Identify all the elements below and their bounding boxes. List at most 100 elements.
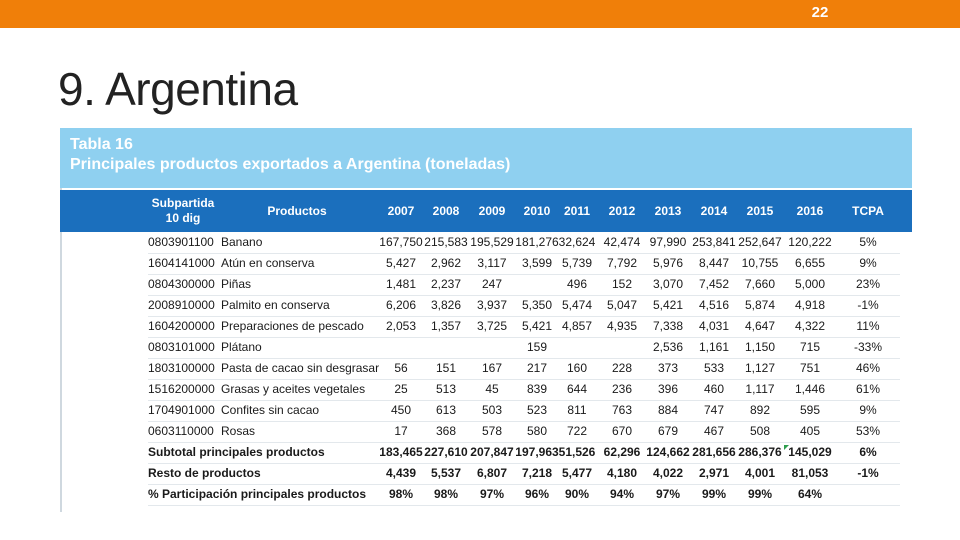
row-value: 839 xyxy=(526,382,548,396)
row-tcpa: 23% xyxy=(855,277,881,291)
summary-value: 99% xyxy=(747,487,773,501)
row-value: 32,624 xyxy=(558,235,596,249)
summary-value: 5,537 xyxy=(430,466,462,480)
row-value: 228 xyxy=(611,361,633,375)
table-row: 1604200000 Preparaciones de pescado 2,05… xyxy=(148,316,900,338)
row-value: 722 xyxy=(566,424,588,438)
header-year: 2011 xyxy=(563,203,591,218)
row-value: 578 xyxy=(481,424,503,438)
row-value: 45 xyxy=(485,382,499,396)
table-row: 0804300000 Piñas 1,481 2,237 247 496 152… xyxy=(148,274,900,296)
row-value: 751 xyxy=(799,361,821,375)
summary-value: 64% xyxy=(797,487,823,501)
row-code: 0603110000 xyxy=(148,424,214,438)
row-value: 595 xyxy=(799,403,821,417)
summary-value: 81,053 xyxy=(791,466,829,480)
row-value: 467 xyxy=(703,424,725,438)
header-subpartida: Subpartida 10 dig xyxy=(148,190,218,232)
header-year: 2014 xyxy=(700,203,728,218)
row-value: 892 xyxy=(749,403,771,417)
row-product: Banano xyxy=(221,235,263,249)
row-value: 7,452 xyxy=(698,277,730,291)
row-value: 450 xyxy=(390,403,412,417)
row-value: 5,047 xyxy=(606,298,638,312)
row-tcpa: 61% xyxy=(855,382,881,396)
row-value: 56 xyxy=(394,361,408,375)
row-value xyxy=(466,337,518,358)
row-value: 181,276 xyxy=(515,235,559,249)
row-value: 3,826 xyxy=(430,298,462,312)
row-value: 533 xyxy=(703,361,725,375)
row-value: 151 xyxy=(435,361,457,375)
row-value: 120,222 xyxy=(788,235,832,249)
row-value: 3,599 xyxy=(521,256,553,270)
table-row: 1604141000 Atún en conserva 5,427 2,962 … xyxy=(148,253,900,275)
header-year: 2012 xyxy=(608,203,636,218)
row-value: 167 xyxy=(481,361,503,375)
summary-tcpa xyxy=(840,484,896,505)
row-tcpa: 9% xyxy=(859,403,877,417)
row-value: 4,516 xyxy=(698,298,730,312)
row-value: 252,647 xyxy=(738,235,782,249)
row-product: Piñas xyxy=(221,277,252,291)
table-caption-bar: Tabla 16 Principales productos exportado… xyxy=(60,128,912,188)
summary-row-resto: Resto de productos 4,439 5,537 6,807 7,2… xyxy=(148,463,900,485)
header-productos: Productos xyxy=(267,203,327,218)
row-value: 5,474 xyxy=(561,298,593,312)
row-value: 5,350 xyxy=(521,298,553,312)
header-tcpa: TCPA xyxy=(852,203,884,218)
row-value: 1,127 xyxy=(744,361,776,375)
table-row: 0803901100 Banano 167,750 215,583 195,52… xyxy=(148,232,900,254)
row-value: 1,150 xyxy=(744,340,776,354)
summary-value: 94% xyxy=(609,487,635,501)
row-product: Pasta de cacao sin desgrasar xyxy=(221,361,380,375)
row-value: 4,031 xyxy=(698,319,730,333)
panel-edge xyxy=(60,188,62,512)
slide-title: 9. Argentina xyxy=(58,63,298,115)
row-value: 217 xyxy=(526,361,548,375)
row-value: 159 xyxy=(526,340,548,354)
green-corner-triangle-icon xyxy=(784,445,789,450)
row-value: 4,857 xyxy=(561,319,593,333)
row-value: 3,117 xyxy=(477,256,507,270)
row-value: 405 xyxy=(799,424,821,438)
summary-row-subtotal: Subtotal principales productos 183,465 2… xyxy=(148,442,900,464)
table-title: Principales productos exportados a Argen… xyxy=(70,156,511,173)
header-subpartida-line1: Subpartida xyxy=(151,196,215,210)
summary-value: 98% xyxy=(433,487,459,501)
table-row: 0803101000 Plátano 159 2,536 1,161 1,150… xyxy=(148,337,900,359)
row-value: 503 xyxy=(481,403,503,417)
row-value: 1,357 xyxy=(430,319,462,333)
row-product: Palmito en conserva xyxy=(221,298,330,312)
row-value: 2,536 xyxy=(652,340,684,354)
summary-row-participacion: % Participación principales productos 98… xyxy=(148,484,900,506)
table-row: 1704901000 Confites sin cacao 450 613 50… xyxy=(148,400,900,422)
row-value: 4,322 xyxy=(794,319,826,333)
row-value: 247 xyxy=(481,277,503,291)
row-value: 5,000 xyxy=(794,277,826,291)
row-value: 5,874 xyxy=(744,298,776,312)
table-image-panel: Tabla 16 Principales productos exportado… xyxy=(60,128,912,512)
row-value: 644 xyxy=(566,382,588,396)
summary-value: 197,963 xyxy=(515,445,559,459)
row-tcpa: 53% xyxy=(855,424,881,438)
row-value: 7,792 xyxy=(606,256,638,270)
row-value: 2,962 xyxy=(430,256,462,270)
row-value: 152 xyxy=(611,277,633,291)
row-tcpa: 11% xyxy=(856,319,880,333)
summary-value: 6,807 xyxy=(476,466,508,480)
row-code: 1516200000 xyxy=(148,382,215,396)
row-value: 42,474 xyxy=(603,235,641,249)
row-value: 5,421 xyxy=(652,298,684,312)
row-value: 167,750 xyxy=(379,235,423,249)
row-value xyxy=(555,337,599,358)
summary-value: 98% xyxy=(388,487,414,501)
row-value xyxy=(376,337,426,358)
row-value: 8,447 xyxy=(698,256,730,270)
row-product: Preparaciones de pescado xyxy=(221,319,364,333)
row-value: 2,237 xyxy=(430,277,462,291)
summary-tcpa: 6% xyxy=(859,445,877,459)
row-value: 1,161 xyxy=(698,340,730,354)
row-value: 513 xyxy=(435,382,457,396)
row-value xyxy=(423,337,469,358)
